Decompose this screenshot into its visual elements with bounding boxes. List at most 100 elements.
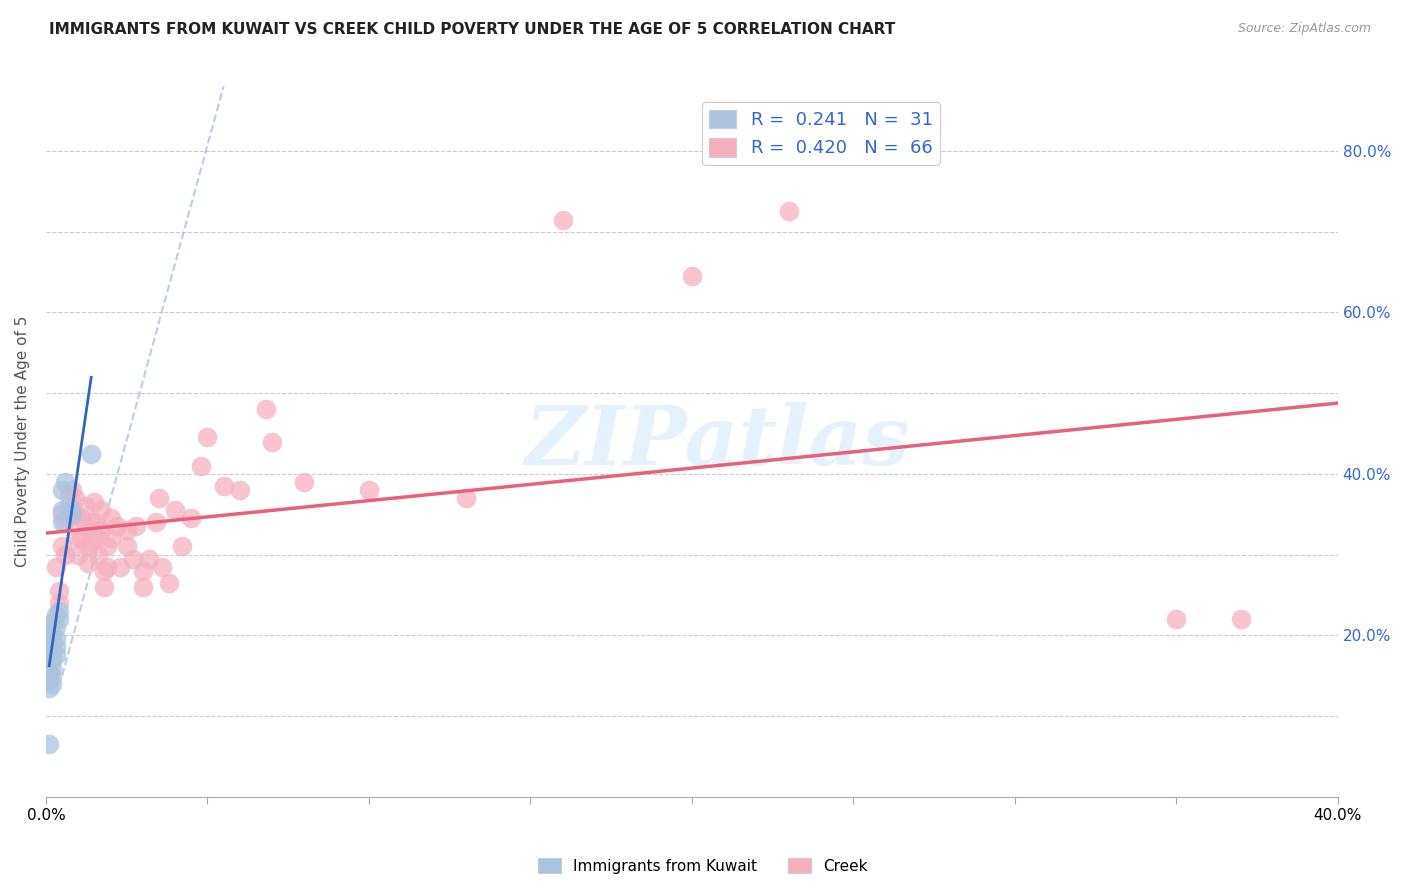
Point xyxy=(70,532,93,546)
Point xyxy=(100,532,122,546)
Point xyxy=(41,636,63,650)
Point xyxy=(38,648,60,663)
Point xyxy=(67,532,90,546)
Point xyxy=(48,604,70,618)
Point xyxy=(100,511,122,525)
Point xyxy=(41,668,63,682)
Point xyxy=(41,676,63,690)
Point xyxy=(125,519,148,533)
Point xyxy=(45,608,67,623)
Point xyxy=(170,540,193,554)
Point xyxy=(90,524,112,538)
Point xyxy=(357,483,380,497)
Point xyxy=(53,548,76,562)
Point xyxy=(454,491,477,505)
Point xyxy=(45,559,67,574)
Point xyxy=(41,616,63,631)
Legend: Immigrants from Kuwait, Creek: Immigrants from Kuwait, Creek xyxy=(533,852,873,880)
Point xyxy=(77,556,100,570)
Point xyxy=(73,519,96,533)
Point xyxy=(45,632,67,647)
Point xyxy=(41,644,63,658)
Point xyxy=(38,737,60,751)
Point xyxy=(96,559,118,574)
Point xyxy=(83,495,105,509)
Point xyxy=(38,640,60,655)
Point xyxy=(145,515,167,529)
Point xyxy=(681,268,703,283)
Point xyxy=(93,564,115,578)
Point xyxy=(260,434,283,449)
Point xyxy=(212,479,235,493)
Point xyxy=(551,212,574,227)
Point xyxy=(38,681,60,695)
Point xyxy=(45,648,67,663)
Point xyxy=(51,540,73,554)
Point xyxy=(38,624,60,639)
Point xyxy=(38,632,60,647)
Point xyxy=(105,519,128,533)
Point xyxy=(1166,612,1188,626)
Point xyxy=(86,548,108,562)
Point xyxy=(51,503,73,517)
Point xyxy=(48,596,70,610)
Point xyxy=(60,503,83,517)
Point xyxy=(157,575,180,590)
Point xyxy=(67,548,90,562)
Point xyxy=(778,204,800,219)
Text: Source: ZipAtlas.com: Source: ZipAtlas.com xyxy=(1237,22,1371,36)
Point xyxy=(45,640,67,655)
Point xyxy=(58,487,80,501)
Point xyxy=(53,475,76,489)
Point xyxy=(228,483,250,497)
Point xyxy=(63,507,86,521)
Point xyxy=(53,515,76,529)
Point xyxy=(190,458,212,473)
Point xyxy=(51,507,73,521)
Point xyxy=(122,551,145,566)
Point xyxy=(58,499,80,513)
Point xyxy=(60,483,83,497)
Point xyxy=(58,511,80,525)
Point xyxy=(148,491,170,505)
Point xyxy=(110,559,132,574)
Point xyxy=(292,475,315,489)
Point xyxy=(80,447,103,461)
Point xyxy=(115,524,138,538)
Point xyxy=(197,430,219,444)
Point xyxy=(41,652,63,666)
Point xyxy=(254,402,277,417)
Point xyxy=(48,612,70,626)
Point xyxy=(60,507,83,521)
Point xyxy=(83,515,105,529)
Point xyxy=(38,665,60,679)
Point xyxy=(51,483,73,497)
Point xyxy=(132,580,155,594)
Point xyxy=(80,535,103,549)
Point xyxy=(77,540,100,554)
Point xyxy=(165,503,187,517)
Point xyxy=(38,657,60,671)
Point xyxy=(41,660,63,674)
Point xyxy=(41,628,63,642)
Point xyxy=(38,673,60,687)
Point xyxy=(93,580,115,594)
Point xyxy=(132,564,155,578)
Text: IMMIGRANTS FROM KUWAIT VS CREEK CHILD POVERTY UNDER THE AGE OF 5 CORRELATION CHA: IMMIGRANTS FROM KUWAIT VS CREEK CHILD PO… xyxy=(49,22,896,37)
Point xyxy=(73,499,96,513)
Text: ZIPatlas: ZIPatlas xyxy=(524,401,911,482)
Point xyxy=(41,616,63,631)
Point xyxy=(48,583,70,598)
Point xyxy=(96,540,118,554)
Point xyxy=(90,503,112,517)
Point xyxy=(180,511,202,525)
Y-axis label: Child Poverty Under the Age of 5: Child Poverty Under the Age of 5 xyxy=(15,316,30,567)
Point xyxy=(138,551,160,566)
Point xyxy=(51,515,73,529)
Point xyxy=(45,620,67,634)
Point xyxy=(1229,612,1251,626)
Point xyxy=(63,491,86,505)
Point xyxy=(86,532,108,546)
Point xyxy=(70,511,93,525)
Point xyxy=(150,559,173,574)
